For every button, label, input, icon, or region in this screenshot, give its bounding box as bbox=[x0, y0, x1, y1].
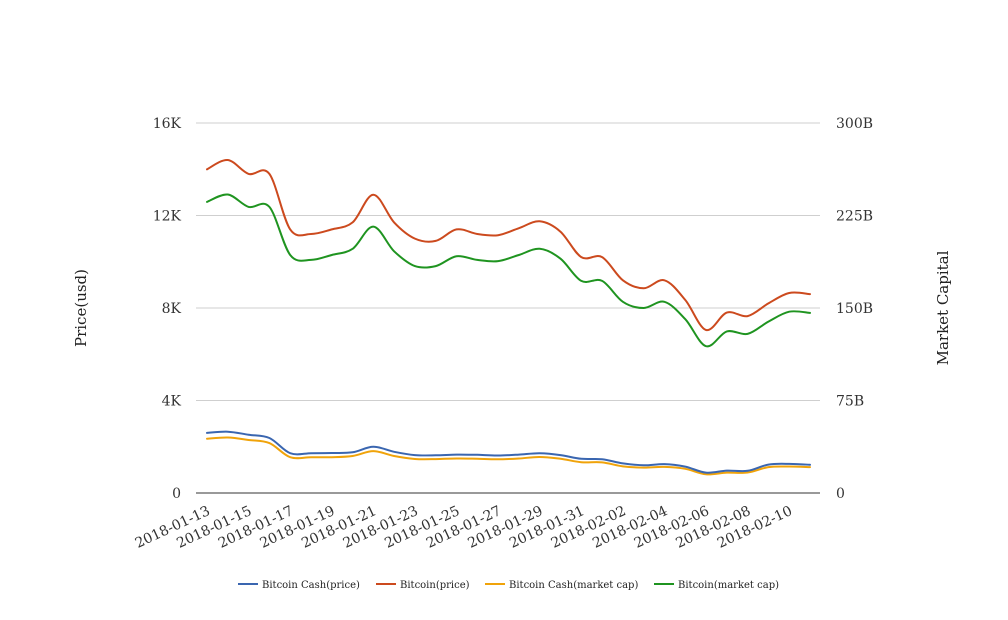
y-tick-label: 0 bbox=[172, 486, 181, 502]
y2-tick-label: 225B bbox=[836, 209, 873, 225]
y2-axis-title: Market Capital bbox=[934, 250, 952, 365]
series-line-bitcoin-cash-market-cap bbox=[206, 436, 811, 476]
legend-label: Bitcoin(market cap) bbox=[678, 580, 779, 591]
y-tick-label: 12K bbox=[153, 209, 182, 225]
series-lines bbox=[206, 158, 811, 476]
y2-tick-label: 75B bbox=[836, 394, 864, 410]
grid bbox=[196, 122, 820, 401]
legend-label: Bitcoin Cash(price) bbox=[262, 580, 360, 591]
x-ticks: 2018-01-132018-01-152018-01-172018-01-19… bbox=[133, 503, 795, 552]
right-y-ticks: 0 75B 150B 225B 300B bbox=[836, 116, 873, 502]
legend-item[interactable]: Bitcoin Cash(market cap) bbox=[485, 580, 638, 591]
legend: Bitcoin Cash(price) Bitcoin(price) Bitcoin… bbox=[238, 580, 779, 591]
y2-tick-label: 0 bbox=[836, 486, 845, 502]
series-line-bitcoin-price bbox=[206, 158, 811, 332]
legend-item[interactable]: Bitcoin(price) bbox=[376, 580, 470, 591]
y2-tick-label: 300B bbox=[836, 116, 873, 132]
legend-item[interactable]: Bitcoin(market cap) bbox=[654, 580, 779, 591]
series-line-bitcoin-market-cap bbox=[206, 193, 811, 348]
y2-tick-label: 150B bbox=[836, 301, 873, 317]
y-tick-label: 8K bbox=[162, 301, 182, 317]
y-tick-label: 16K bbox=[153, 116, 182, 132]
legend-item[interactable]: Bitcoin Cash(price) bbox=[238, 580, 360, 591]
y-tick-label: 4K bbox=[162, 394, 182, 410]
series-line-bitcoin-cash-price bbox=[206, 430, 811, 474]
y-axis-title: Price(usd) bbox=[72, 269, 90, 347]
legend-label: Bitcoin Cash(market cap) bbox=[509, 580, 638, 591]
legend-label: Bitcoin(price) bbox=[400, 580, 470, 591]
left-y-ticks: 0 4K 8K 12K 16K bbox=[153, 116, 182, 502]
